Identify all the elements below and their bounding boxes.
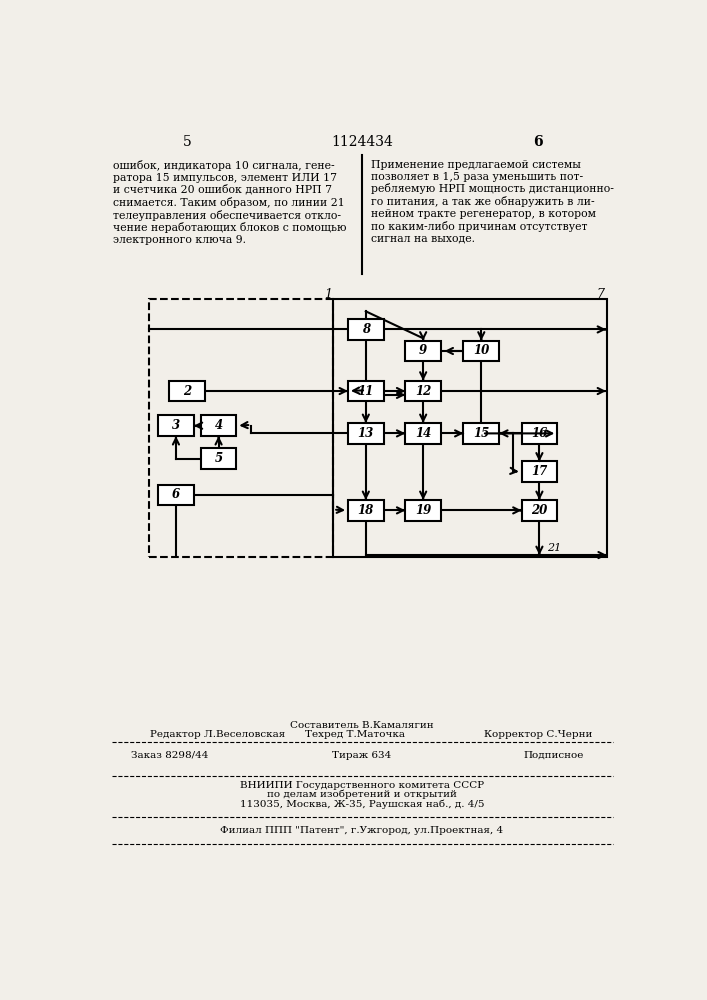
Text: 5: 5: [214, 452, 223, 465]
Text: 16: 16: [531, 427, 547, 440]
Text: Заказ 8298/44: Заказ 8298/44: [131, 751, 209, 760]
Bar: [348, 423, 384, 444]
Text: 9: 9: [419, 344, 427, 358]
Text: 12: 12: [415, 385, 431, 398]
Bar: [149, 299, 333, 557]
Text: 6: 6: [172, 488, 180, 501]
Text: ошибок, индикатора 10 сигнала, гене-
ратора 15 импульсов, элемент ИЛИ 17
и счетч: ошибок, индикатора 10 сигнала, гене- рат…: [113, 160, 346, 245]
Bar: [405, 381, 441, 401]
Text: 1: 1: [324, 288, 332, 301]
Bar: [201, 448, 236, 469]
Text: 2: 2: [182, 385, 191, 398]
Bar: [201, 415, 236, 436]
Bar: [333, 299, 607, 557]
Text: Подписное: Подписное: [523, 751, 583, 760]
Bar: [405, 500, 441, 521]
Text: 17: 17: [531, 465, 547, 478]
Bar: [405, 341, 441, 361]
Bar: [405, 423, 441, 444]
Text: по делам изобретений и открытий: по делам изобретений и открытий: [267, 790, 457, 799]
Bar: [522, 461, 557, 482]
Text: 18: 18: [358, 504, 374, 517]
Text: 21: 21: [547, 543, 561, 553]
Text: Редактор Л.Веселовская: Редактор Л.Веселовская: [151, 730, 286, 739]
Text: Филиал ППП "Патент", г.Ужгород, ул.Проектная, 4: Филиал ППП "Патент", г.Ужгород, ул.Проек…: [221, 826, 503, 835]
Text: ВНИИПИ Государственного комитета СССР: ВНИИПИ Государственного комитета СССР: [240, 781, 484, 790]
Text: Тираж 634: Тираж 634: [332, 751, 392, 760]
Text: Составитель В.Камалягин: Составитель В.Камалягин: [290, 721, 434, 730]
Bar: [348, 500, 384, 521]
Bar: [522, 423, 557, 444]
Text: 15: 15: [473, 427, 489, 440]
Text: Применение предлагаемой системы
позволяет в 1,5 раза уменьшить пот-
ребляемую НР: Применение предлагаемой системы позволяе…: [371, 160, 614, 243]
Bar: [348, 319, 384, 340]
Bar: [158, 415, 194, 436]
Text: 14: 14: [415, 427, 431, 440]
Text: 5: 5: [182, 135, 191, 149]
Text: 19: 19: [415, 504, 431, 517]
Bar: [348, 381, 384, 401]
Text: 1124434: 1124434: [331, 135, 393, 149]
Text: 8: 8: [362, 323, 370, 336]
Bar: [522, 500, 557, 521]
Text: 7: 7: [596, 288, 604, 301]
Text: 113035, Москва, Ж-35, Раушская наб., д. 4/5: 113035, Москва, Ж-35, Раушская наб., д. …: [240, 800, 484, 809]
Text: 6: 6: [533, 135, 543, 149]
Text: 4: 4: [214, 419, 223, 432]
Bar: [169, 381, 204, 401]
Bar: [158, 485, 194, 505]
Text: 10: 10: [473, 344, 489, 358]
Text: 13: 13: [358, 427, 374, 440]
Text: 3: 3: [172, 419, 180, 432]
Bar: [464, 423, 499, 444]
Text: 11: 11: [358, 385, 374, 398]
Bar: [464, 341, 499, 361]
Text: Техред Т.Маточка: Техред Т.Маточка: [305, 730, 405, 739]
Text: 20: 20: [531, 504, 547, 517]
Text: Корректор С.Черни: Корректор С.Черни: [484, 730, 592, 739]
